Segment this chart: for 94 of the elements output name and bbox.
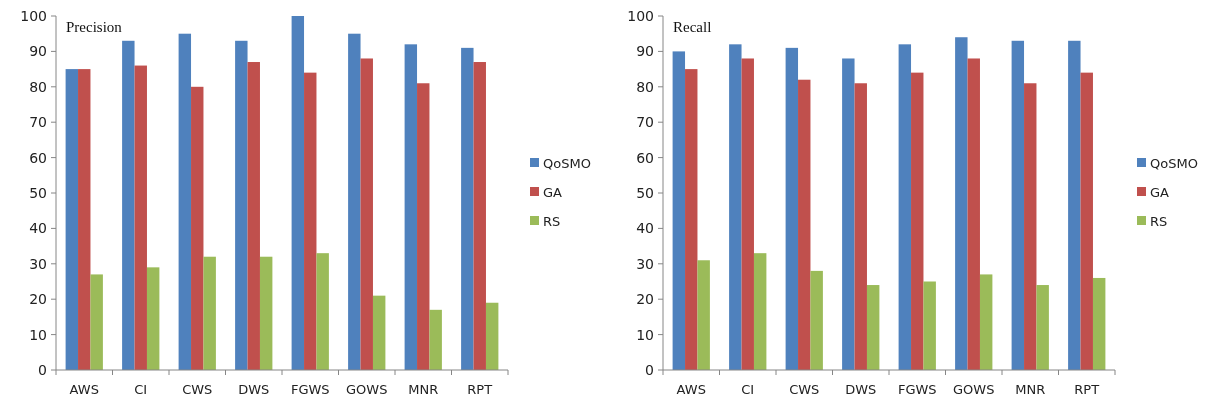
legend-label: GA xyxy=(543,184,563,200)
legend-label: RS xyxy=(543,213,561,229)
chart-title: Recall xyxy=(673,19,712,35)
bar xyxy=(842,58,855,370)
bar xyxy=(967,58,980,370)
bar xyxy=(697,260,710,370)
y-tick-label: 20 xyxy=(29,291,47,308)
y-tick-label: 80 xyxy=(636,78,654,95)
bar xyxy=(473,62,486,370)
y-tick-label: 90 xyxy=(636,43,654,60)
bar xyxy=(955,37,968,370)
bar xyxy=(316,253,329,370)
bar xyxy=(485,302,499,370)
y-tick-label: 0 xyxy=(38,361,47,378)
y-tick-label: 30 xyxy=(29,255,47,272)
chart-title: Precision xyxy=(66,19,123,35)
y-tick-label: 20 xyxy=(636,291,654,308)
bar xyxy=(146,267,160,370)
bar xyxy=(122,40,135,370)
x-tick-label: CWS xyxy=(182,382,213,397)
legend-label: QoSMO xyxy=(1150,155,1198,171)
bar xyxy=(417,83,430,370)
bar xyxy=(348,33,361,370)
x-tick-label: FGWS xyxy=(290,382,330,397)
bar xyxy=(235,40,248,370)
y-tick-label: 80 xyxy=(29,78,47,95)
bar xyxy=(78,69,91,370)
y-tick-label: 0 xyxy=(645,361,654,378)
bar xyxy=(685,69,698,370)
bar xyxy=(134,65,147,370)
x-tick-label: DWS xyxy=(238,382,270,397)
bar xyxy=(785,47,799,370)
x-tick-label: RPT xyxy=(1074,382,1100,397)
bar xyxy=(1036,285,1049,370)
bar xyxy=(898,44,912,370)
bar xyxy=(753,253,767,370)
x-tick-label: AWS xyxy=(676,382,706,397)
x-tick-label: RPT xyxy=(467,382,493,397)
bar xyxy=(729,44,742,370)
x-tick-label: CI xyxy=(741,382,755,397)
bar xyxy=(178,33,192,370)
x-tick-label: CWS xyxy=(789,382,820,397)
x-tick-label: MNR xyxy=(1015,382,1046,397)
bar xyxy=(259,256,273,370)
bar xyxy=(672,51,686,370)
bar xyxy=(372,295,386,370)
bar xyxy=(461,47,474,370)
y-tick-label: 70 xyxy=(29,114,47,131)
bar xyxy=(854,83,867,370)
bar xyxy=(90,274,103,370)
bar xyxy=(1080,72,1093,370)
legend-label: QoSMO xyxy=(543,155,591,171)
x-tick-label: AWS xyxy=(69,382,99,397)
bar xyxy=(866,285,880,370)
bar xyxy=(191,86,204,370)
legend-label: RS xyxy=(1150,213,1168,229)
y-tick-label: 40 xyxy=(636,220,654,237)
y-tick-label: 10 xyxy=(29,326,47,343)
bar xyxy=(247,62,260,370)
bar xyxy=(1092,277,1106,370)
bar xyxy=(923,281,936,370)
y-tick-label: 60 xyxy=(29,149,47,166)
bar xyxy=(798,79,811,370)
y-tick-label: 70 xyxy=(636,114,654,131)
bar xyxy=(1068,40,1081,370)
x-tick-label: CI xyxy=(134,382,148,397)
bar xyxy=(304,72,317,370)
bar xyxy=(979,274,993,370)
x-tick-label: GOWS xyxy=(346,382,388,397)
bar xyxy=(1011,40,1025,370)
bar xyxy=(65,69,79,370)
y-tick-label: 100 xyxy=(627,7,654,24)
bar xyxy=(404,44,418,370)
y-tick-label: 90 xyxy=(29,43,47,60)
bar xyxy=(741,58,754,370)
bar xyxy=(203,256,216,370)
bar xyxy=(291,16,305,370)
bar xyxy=(810,270,823,370)
bar xyxy=(360,58,373,370)
y-tick-label: 10 xyxy=(636,326,654,343)
x-tick-label: FGWS xyxy=(897,382,937,397)
y-tick-label: 100 xyxy=(20,7,47,24)
bar xyxy=(429,309,442,370)
y-tick-label: 50 xyxy=(29,184,47,201)
x-tick-label: MNR xyxy=(408,382,439,397)
x-tick-label: DWS xyxy=(845,382,877,397)
bar xyxy=(911,72,924,370)
y-tick-label: 60 xyxy=(636,149,654,166)
legend-label: GA xyxy=(1150,184,1170,200)
y-tick-label: 50 xyxy=(636,184,654,201)
x-tick-label: GOWS xyxy=(953,382,995,397)
y-tick-label: 30 xyxy=(636,255,654,272)
bar xyxy=(1024,83,1037,370)
y-tick-label: 40 xyxy=(29,220,47,237)
